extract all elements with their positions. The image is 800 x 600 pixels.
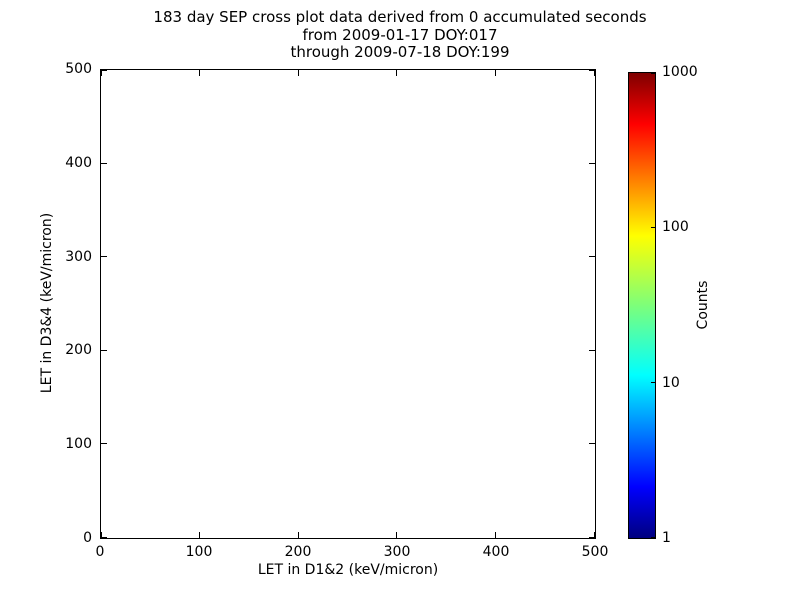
tick-mark — [495, 70, 497, 76]
colorbar-tick-mark — [651, 73, 655, 74]
y-axis-label: LET in D3&4 (keV/micron) — [39, 212, 55, 394]
tick-mark — [297, 70, 299, 76]
y-tick-label: 500 — [65, 61, 92, 77]
colorbar-tick-mark — [651, 226, 655, 228]
colorbar-tick-label: 1 — [662, 530, 671, 546]
colorbar-tick-label: 10 — [662, 375, 680, 391]
y-tick-label: 400 — [65, 155, 92, 171]
colorbar-tick-label: 100 — [662, 219, 689, 235]
y-tick-label: 200 — [65, 342, 92, 358]
x-tick-label: 500 — [581, 544, 609, 560]
tick-mark — [594, 532, 595, 538]
x-tick-label: 400 — [482, 544, 510, 560]
colorbar — [628, 72, 656, 539]
tick-mark — [396, 70, 398, 76]
y-tick-label: 300 — [65, 249, 92, 265]
tick-mark — [594, 70, 595, 76]
tick-mark — [198, 70, 200, 76]
y-tick-label: 0 — [83, 530, 92, 546]
colorbar-label: Counts — [695, 280, 711, 330]
x-tick-label: 100 — [185, 544, 213, 560]
tick-mark — [101, 349, 107, 351]
y-tick-label: 100 — [65, 436, 92, 452]
tick-mark — [101, 537, 107, 538]
tick-mark — [589, 70, 595, 71]
tick-mark — [297, 532, 299, 538]
tick-mark — [589, 256, 595, 258]
colorbar-tick-label: 1000 — [662, 64, 698, 80]
tick-mark — [589, 162, 595, 164]
colorbar-tick-mark — [651, 537, 655, 538]
plot-area — [100, 69, 596, 539]
tick-mark — [495, 532, 497, 538]
colorbar-tick-mark — [651, 382, 655, 383]
x-axis-label: LET in D1&2 (keV/micron) — [257, 562, 439, 578]
tick-mark — [101, 70, 102, 76]
tick-mark — [396, 532, 398, 538]
plot-title: 183 day SEP cross plot data derived from… — [0, 8, 800, 62]
tick-mark — [101, 162, 107, 164]
x-tick-label: 200 — [284, 544, 312, 560]
title-line-2: from 2009-01-17 DOY:017 — [302, 25, 498, 44]
tick-mark — [101, 443, 107, 445]
title-line-3: through 2009-07-18 DOY:199 — [290, 43, 510, 61]
tick-mark — [101, 70, 107, 71]
tick-mark — [198, 532, 200, 538]
tick-mark — [101, 256, 107, 258]
tick-mark — [589, 349, 595, 351]
tick-mark — [101, 532, 102, 538]
title-line-1: 183 day SEP cross plot data derived from… — [153, 8, 647, 26]
tick-mark — [589, 537, 595, 538]
x-tick-label: 0 — [95, 544, 105, 560]
tick-mark — [589, 443, 595, 445]
x-tick-label: 300 — [383, 544, 411, 560]
